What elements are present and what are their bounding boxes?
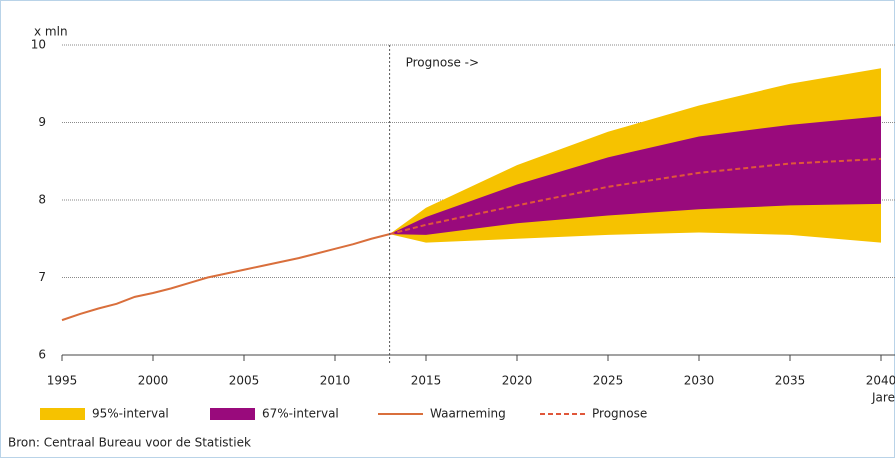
legend-label: 95%-interval bbox=[92, 407, 169, 421]
observed-line bbox=[61, 233, 390, 322]
x-tick-label: 2040 bbox=[866, 374, 895, 388]
legend-swatch bbox=[40, 408, 85, 420]
y-tick-label: 6 bbox=[38, 348, 46, 362]
legend-label: 67%-interval bbox=[262, 407, 339, 421]
annotation: Prognose -> bbox=[406, 56, 479, 70]
legend-label: Waarneming bbox=[430, 407, 506, 421]
y-tick-label: 9 bbox=[38, 115, 46, 129]
source: Bron: Centraal Bureau voor de Statistiek bbox=[8, 436, 251, 450]
x-tick-label: 2020 bbox=[502, 374, 533, 388]
x-tick-label: 1995 bbox=[47, 374, 78, 388]
y-tick-label: 7 bbox=[38, 270, 46, 284]
x-tick-label: 2025 bbox=[593, 374, 624, 388]
legend-swatch bbox=[210, 408, 255, 420]
x-tick-label: 2015 bbox=[411, 374, 442, 388]
x-tick-label: 2010 bbox=[320, 374, 351, 388]
x-axis-label: Jaren bbox=[871, 391, 895, 405]
x-tick-label: 2000 bbox=[138, 374, 169, 388]
interval-band bbox=[389, 116, 881, 235]
x-tick-label: 2035 bbox=[775, 374, 806, 388]
x-tick-label: 2005 bbox=[229, 374, 260, 388]
y-tick-label: 10 bbox=[31, 38, 46, 52]
y-axis-label: x mln bbox=[34, 25, 68, 39]
x-tick-label: 2030 bbox=[684, 374, 715, 388]
plot-area bbox=[61, 44, 895, 363]
y-tick-label: 8 bbox=[38, 193, 46, 207]
legend-label: Prognose bbox=[592, 407, 647, 421]
